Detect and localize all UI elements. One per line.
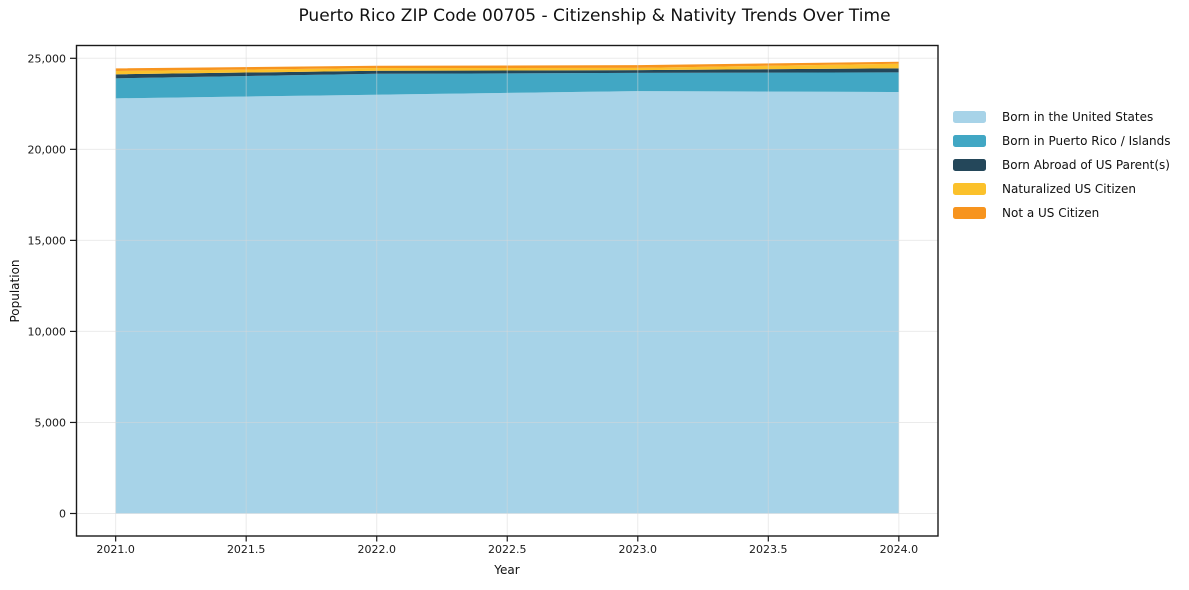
legend-swatch-not-a-us-citizen [953, 207, 986, 219]
legend-swatch-born-in-puerto-rico-islands [953, 135, 986, 147]
legend-label: Born Abroad of US Parent(s) [1002, 158, 1170, 172]
y-tick-label-5,000: 5,000 [35, 416, 67, 429]
x-tick-label-2023.0: 2023.0 [619, 543, 658, 556]
legend-label: Not a US Citizen [1002, 206, 1100, 220]
x-tick-label-2021.5: 2021.5 [227, 543, 266, 556]
legend-label: Born in Puerto Rico / Islands [1002, 134, 1171, 148]
legend-item: Born in the United States [953, 105, 1171, 129]
x-tick-label-2022.5: 2022.5 [488, 543, 527, 556]
y-tick-label-10,000: 10,000 [28, 325, 67, 338]
legend-label: Naturalized US Citizen [1002, 182, 1136, 196]
legend-swatch-naturalized-us-citizen [953, 183, 986, 195]
x-tick-label-2021.0: 2021.0 [96, 543, 135, 556]
legend-item: Born Abroad of US Parent(s) [953, 153, 1171, 177]
legend-swatch-born-abroad-of-us-parents [953, 159, 986, 171]
x-tick-label-2022.0: 2022.0 [357, 543, 396, 556]
legend-item: Naturalized US Citizen [953, 177, 1171, 201]
x-tick-label-2023.5: 2023.5 [749, 543, 788, 556]
legend-swatch-born-in-the-united-states [953, 111, 986, 123]
legend-item: Born in Puerto Rico / Islands [953, 129, 1171, 153]
legend: Born in the United States Born in Puerto… [953, 105, 1171, 225]
y-axis-label: Population [8, 259, 22, 323]
chart-title: Puerto Rico ZIP Code 00705 - Citizenship… [298, 6, 891, 26]
y-tick-label-15,000: 15,000 [28, 234, 67, 247]
x-axis-label: Year [494, 563, 520, 577]
legend-label: Born in the United States [1002, 110, 1154, 124]
x-tick-label-2024.0: 2024.0 [880, 543, 919, 556]
y-tick-label-20,000: 20,000 [28, 143, 67, 156]
y-tick-label-25,000: 25,000 [28, 52, 67, 65]
legend-item: Not a US Citizen [953, 201, 1171, 225]
y-tick-label-0: 0 [59, 507, 66, 520]
